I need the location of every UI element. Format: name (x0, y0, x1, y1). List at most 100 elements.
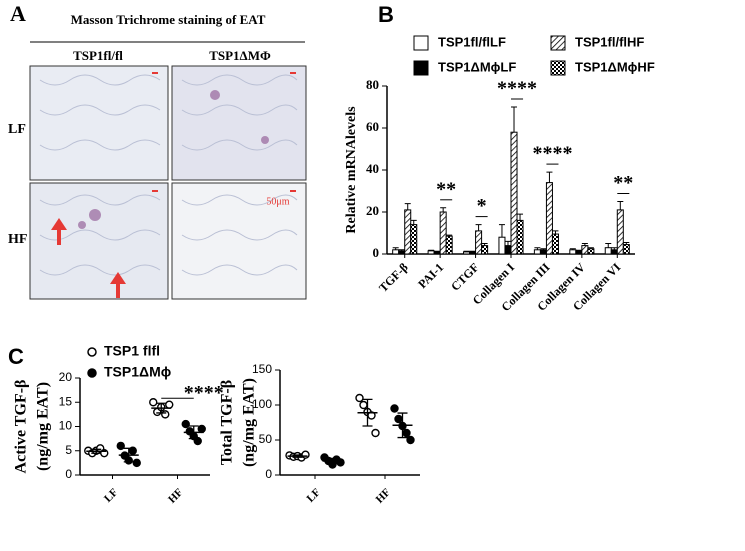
y-axis-label: (ng/mg EAT) (35, 382, 52, 471)
legend-label: TSP1ΔMϕ (104, 364, 171, 380)
x-tick-label: HF (374, 486, 393, 505)
bar (469, 251, 477, 255)
significance-label: **** (497, 78, 537, 100)
y-axis-label: (ng/mg EAT) (241, 378, 258, 467)
data-point (390, 404, 399, 413)
bar (545, 182, 553, 255)
panel-label: B (378, 2, 394, 27)
legend-swatch (413, 60, 429, 76)
data-point (165, 400, 174, 409)
data-point (197, 424, 206, 434)
legend-marker (87, 347, 97, 357)
error-bar (475, 224, 482, 231)
error-bar (481, 243, 488, 246)
sd-bar (362, 398, 373, 427)
error-bar (587, 247, 594, 249)
error-bar (498, 224, 505, 238)
error-bar (392, 247, 399, 250)
bar (539, 249, 547, 255)
sd-bar (156, 402, 167, 414)
bar (533, 249, 541, 255)
error-bar (446, 234, 453, 237)
error-bar (575, 249, 582, 251)
micrograph (171, 182, 307, 300)
error-bar (463, 250, 470, 252)
error-bar (534, 247, 541, 250)
bar (410, 224, 418, 255)
legend-swatch (550, 60, 566, 76)
error-bar (569, 248, 576, 250)
error-bar (434, 250, 441, 252)
significance-label: * (477, 195, 487, 217)
bar (463, 251, 471, 255)
error-bar (517, 213, 524, 221)
y-tick-label: 0 (65, 467, 72, 481)
bar (569, 249, 577, 255)
legend-label: TSP1fl/flHF (575, 34, 644, 49)
y-tick-label: 100 (252, 397, 272, 411)
x-tick-label: LF (102, 486, 121, 505)
x-tick-label: LF (304, 486, 323, 505)
y-tick-label: 15 (59, 394, 73, 408)
y-tick-label: 0 (373, 245, 380, 260)
error-bar (504, 240, 511, 246)
stain (78, 90, 269, 229)
error-bar (469, 250, 476, 252)
legend-label: TSP1 flfl (104, 343, 160, 359)
error-bar (552, 230, 559, 235)
error-bar (611, 247, 618, 250)
y-tick-label: 5 (65, 443, 72, 457)
significance-label: **** (184, 382, 224, 404)
bar (398, 250, 406, 255)
error-bar (398, 249, 405, 251)
y-axis-label: Total TGF-β (219, 380, 236, 465)
data-point (149, 398, 158, 407)
bar (622, 244, 630, 255)
bar (439, 211, 447, 255)
error-bar (546, 171, 553, 183)
y-tick-label: 20 (366, 203, 379, 218)
y-tick-label: 50 (259, 432, 273, 446)
data-point (116, 441, 125, 451)
bar (610, 249, 618, 255)
error-bar (617, 201, 624, 210)
column-label: TSP1ΔMΦ (209, 48, 271, 63)
error-bar (428, 249, 435, 251)
data-point (355, 393, 364, 403)
bar (445, 235, 453, 255)
panel-label: A (10, 1, 26, 26)
legend-marker (87, 368, 97, 378)
scale-bars (152, 72, 296, 192)
x-tick-label: CTGF (448, 260, 481, 293)
data-point (132, 458, 141, 468)
bar (504, 245, 512, 255)
bar (616, 209, 624, 255)
y-tick-label: 80 (366, 77, 379, 92)
error-bar (540, 248, 547, 250)
y-tick-label: 60 (366, 119, 379, 134)
micrograph (171, 65, 307, 181)
sd-bar (188, 425, 199, 440)
panel-label: C (8, 344, 24, 369)
y-tick-label: 20 (59, 370, 73, 384)
error-bar (404, 203, 411, 210)
x-tick-label: PAI-1 (415, 260, 446, 291)
error-bar (605, 243, 612, 248)
micrograph (29, 65, 169, 181)
legend-swatch (413, 35, 429, 51)
error-bar (440, 207, 447, 212)
significance-label: ** (613, 172, 633, 194)
bar (516, 219, 524, 255)
legend-swatch (550, 35, 566, 51)
error-bar (623, 241, 630, 245)
row-label: HF (8, 232, 27, 247)
panel-title: Masson Trichrome staining of EAT (71, 12, 266, 27)
sd-bar (292, 454, 303, 458)
error-bar (511, 106, 518, 133)
cell-texture (39, 74, 298, 276)
x-tick-label: HF (166, 486, 185, 505)
data-point (394, 414, 403, 424)
bar (392, 249, 400, 255)
